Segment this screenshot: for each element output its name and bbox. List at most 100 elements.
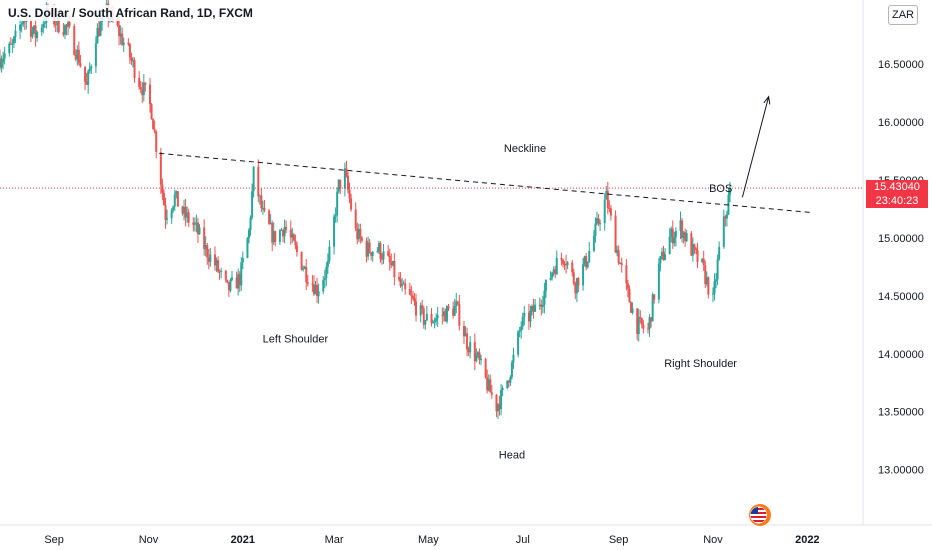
candle-body — [444, 311, 447, 322]
candle-body — [382, 251, 385, 260]
candle-body — [379, 243, 382, 259]
candle-body — [251, 191, 254, 218]
candle-body — [238, 274, 241, 286]
candle-body — [20, 24, 23, 26]
candle-body — [603, 199, 606, 224]
candle-body — [668, 236, 671, 255]
x-tick-label: Sep — [44, 534, 64, 546]
candle-body — [540, 304, 543, 307]
candle-body — [495, 394, 498, 412]
candle-body — [647, 328, 650, 330]
candle-body — [531, 305, 534, 311]
candle-body — [436, 315, 439, 319]
candle-body — [620, 263, 623, 266]
currency-badge[interactable]: ZAR — [888, 5, 918, 25]
candle-body — [671, 228, 674, 244]
candle-body — [410, 294, 413, 297]
candle-body — [149, 84, 152, 105]
candle-body — [551, 272, 554, 278]
candle-body — [170, 210, 173, 219]
price-axis[interactable]: 13.00000 13.50000 14.00000 14.50000 15.00000… — [878, 59, 924, 477]
candle-body — [40, 27, 43, 33]
candle-body — [138, 77, 141, 88]
us-flag-icon — [749, 504, 771, 526]
candle-body — [685, 233, 688, 242]
candle-body — [498, 404, 501, 410]
candle-body — [311, 283, 314, 285]
candle-body — [473, 342, 476, 361]
candle-body — [534, 304, 537, 312]
candle-body — [684, 232, 687, 242]
candle-body — [85, 81, 88, 85]
x-tick-label: Nov — [139, 534, 159, 546]
candle-body — [139, 87, 142, 90]
candle-body — [346, 175, 349, 190]
neckline-label: Neckline — [504, 143, 546, 155]
candle-body — [133, 60, 136, 78]
candle-body — [246, 238, 249, 258]
candle-body — [220, 270, 223, 272]
candle-body — [467, 349, 470, 353]
candle-body — [630, 302, 633, 313]
candle-body — [452, 308, 455, 316]
candle-body — [453, 305, 456, 316]
candle-body — [79, 63, 82, 67]
candle-body — [691, 244, 694, 256]
annotations: Neckline Left Shoulder Head Right Shoulder B… — [0, 95, 863, 462]
candle-body — [694, 248, 697, 251]
candle-body — [447, 306, 450, 309]
candle-body — [617, 250, 620, 264]
candle-body — [186, 212, 189, 218]
candle-body — [501, 388, 504, 391]
candle-body — [458, 304, 461, 326]
candle-body — [387, 251, 390, 256]
bar-countdown: 23:40:23 — [875, 195, 919, 208]
candle-body — [36, 32, 39, 39]
candle-body — [261, 207, 264, 209]
candle-body — [560, 258, 563, 260]
candle-body — [682, 232, 685, 238]
candle-body — [176, 191, 179, 207]
y-tick-label: 14.00000 — [878, 349, 924, 361]
time-axis[interactable]: Sep Nov 2021 Mar May Jul Sep Nov 2022 — [44, 534, 819, 546]
candle-body — [506, 380, 509, 389]
candle-body — [543, 290, 546, 305]
candle-body — [229, 279, 232, 291]
candle-body — [350, 198, 353, 210]
candle-body — [87, 71, 90, 85]
candle-body — [411, 296, 414, 299]
breakout-arrow-head — [763, 95, 771, 105]
candle-body — [486, 377, 489, 391]
x-tick-label: 2022 — [795, 534, 819, 546]
candle-body — [402, 283, 405, 285]
candle-body — [421, 305, 424, 309]
candle-body — [489, 379, 492, 393]
candle-body — [725, 214, 728, 219]
candle-body — [368, 242, 371, 253]
candle-body — [203, 227, 206, 250]
candle-body — [204, 245, 207, 250]
x-tick-label: Sep — [609, 534, 629, 546]
candle-body — [532, 305, 535, 312]
candle-body — [377, 243, 380, 252]
candle-body — [500, 390, 503, 410]
candle-body — [566, 262, 569, 266]
candle-body — [252, 166, 255, 192]
candles — [0, 0, 731, 419]
candle-body — [152, 119, 155, 130]
candle-body — [544, 279, 547, 291]
candle-body — [22, 20, 25, 25]
candle-body — [323, 278, 326, 281]
candle-body — [213, 254, 216, 266]
candle-body — [718, 246, 721, 260]
candle-body — [96, 27, 99, 44]
candle-body — [193, 223, 196, 225]
candle-body — [433, 321, 436, 323]
candle-body — [161, 184, 164, 194]
candle-body — [670, 228, 673, 237]
candle-body — [518, 330, 521, 332]
candle-body — [419, 305, 422, 316]
candle-body — [122, 42, 125, 45]
candle-body — [282, 230, 285, 237]
